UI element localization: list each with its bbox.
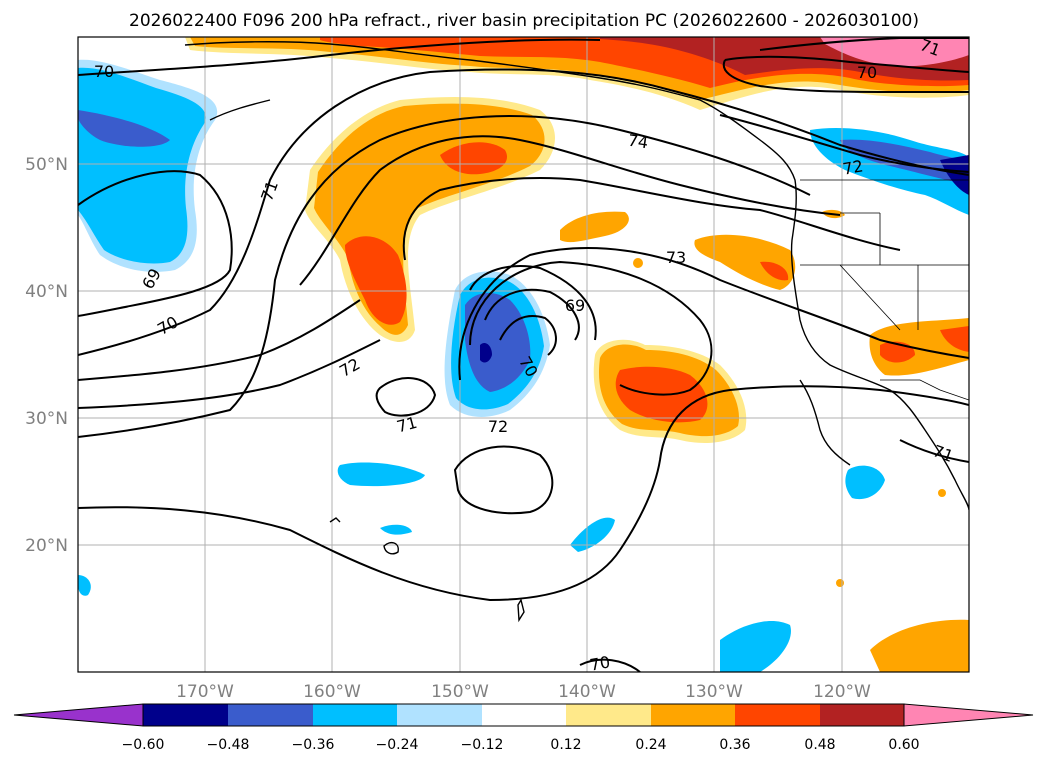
colorbar-bin [313, 704, 397, 726]
refractivity-contours [78, 37, 969, 672]
precipitation-shading [78, 37, 969, 672]
colorbar-bin [820, 704, 904, 726]
colorbar-bin [651, 704, 735, 726]
contour-label: 71 [395, 413, 420, 437]
contour-label: 70 [857, 63, 877, 82]
lat-label: 40°N [25, 282, 68, 302]
colorbar-tick: 0.24 [635, 737, 666, 753]
colorbar-tick: −0.12 [461, 737, 504, 753]
lon-label: 140°W [558, 682, 616, 702]
lon-label: 120°W [813, 682, 871, 702]
colorbar-tick: −0.48 [207, 737, 250, 753]
map-frame [77, 36, 970, 673]
colorbar-bin [397, 704, 482, 726]
state-borders [800, 179, 969, 401]
colorbar-extend-max [903, 703, 1034, 727]
contour-label: 69 [565, 296, 585, 315]
coastlines [184, 41, 969, 623]
colorbar-tick: −0.36 [292, 737, 335, 753]
contour-label: 72 [841, 156, 864, 178]
colorbar-outline [142, 703, 905, 727]
lon-label: 160°W [303, 682, 361, 702]
contour-label: 74 [627, 131, 650, 153]
contour-label: 72 [488, 417, 508, 436]
colorbar-bin [735, 704, 820, 726]
colorbar-bin [143, 704, 228, 726]
colorbar-tick: 0.12 [550, 737, 581, 753]
gridlines [78, 37, 969, 672]
latitude-labels: 50°N 40°N 30°N 20°N [25, 155, 68, 556]
map-title: 2026022400 F096 200 hPa refract., river … [129, 11, 919, 31]
colorbar-tick: −0.24 [376, 737, 419, 753]
map-panel: 70 71 69 70 72 71 72 70 69 74 73 72 70 7… [78, 35, 969, 674]
colorbar-bin [228, 704, 313, 726]
contour-label: 70 [94, 62, 114, 81]
lon-label: 170°W [176, 682, 234, 702]
colorbar-tick: 0.48 [804, 737, 835, 753]
colorbar-tick: 0.36 [719, 737, 750, 753]
lon-label: 150°W [431, 682, 489, 702]
contour-label: 70 [588, 652, 611, 674]
colorbar: −0.60 −0.48 −0.36 −0.24 −0.12 0.12 0.24 … [13, 703, 1034, 753]
lat-label: 50°N [25, 155, 68, 175]
colorbar-extend-min [13, 703, 144, 727]
colorbar-bin [482, 704, 566, 726]
contour-labels: 70 71 69 70 72 71 72 70 69 74 73 72 70 7… [94, 35, 956, 674]
contour-label: 71 [917, 35, 943, 60]
lon-label: 130°W [685, 682, 743, 702]
colorbar-bin [566, 704, 651, 726]
longitude-labels: 170°W 160°W 150°W 140°W 130°W 120°W [176, 682, 871, 702]
lat-label: 30°N [25, 409, 68, 429]
contour-label: 73 [666, 248, 686, 267]
lat-label: 20°N [25, 536, 68, 556]
colorbar-tick: −0.60 [122, 737, 165, 753]
colorbar-tick: 0.60 [888, 737, 919, 753]
